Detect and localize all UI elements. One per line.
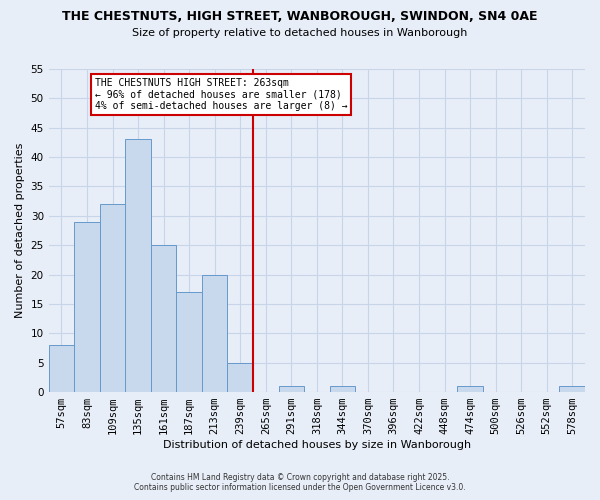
- Bar: [559, 386, 585, 392]
- Bar: [100, 204, 125, 392]
- Bar: [125, 140, 151, 392]
- Bar: [202, 274, 227, 392]
- Bar: [227, 362, 253, 392]
- Text: Size of property relative to detached houses in Wanborough: Size of property relative to detached ho…: [133, 28, 467, 38]
- Text: THE CHESTNUTS, HIGH STREET, WANBOROUGH, SWINDON, SN4 0AE: THE CHESTNUTS, HIGH STREET, WANBOROUGH, …: [62, 10, 538, 23]
- Bar: [74, 222, 100, 392]
- Bar: [151, 245, 176, 392]
- X-axis label: Distribution of detached houses by size in Wanborough: Distribution of detached houses by size …: [163, 440, 471, 450]
- Bar: [278, 386, 304, 392]
- Bar: [457, 386, 483, 392]
- Text: Contains HM Land Registry data © Crown copyright and database right 2025.
Contai: Contains HM Land Registry data © Crown c…: [134, 473, 466, 492]
- Bar: [329, 386, 355, 392]
- Bar: [49, 345, 74, 392]
- Y-axis label: Number of detached properties: Number of detached properties: [15, 143, 25, 318]
- Text: THE CHESTNUTS HIGH STREET: 263sqm
← 96% of detached houses are smaller (178)
4% : THE CHESTNUTS HIGH STREET: 263sqm ← 96% …: [95, 78, 347, 111]
- Bar: [176, 292, 202, 392]
